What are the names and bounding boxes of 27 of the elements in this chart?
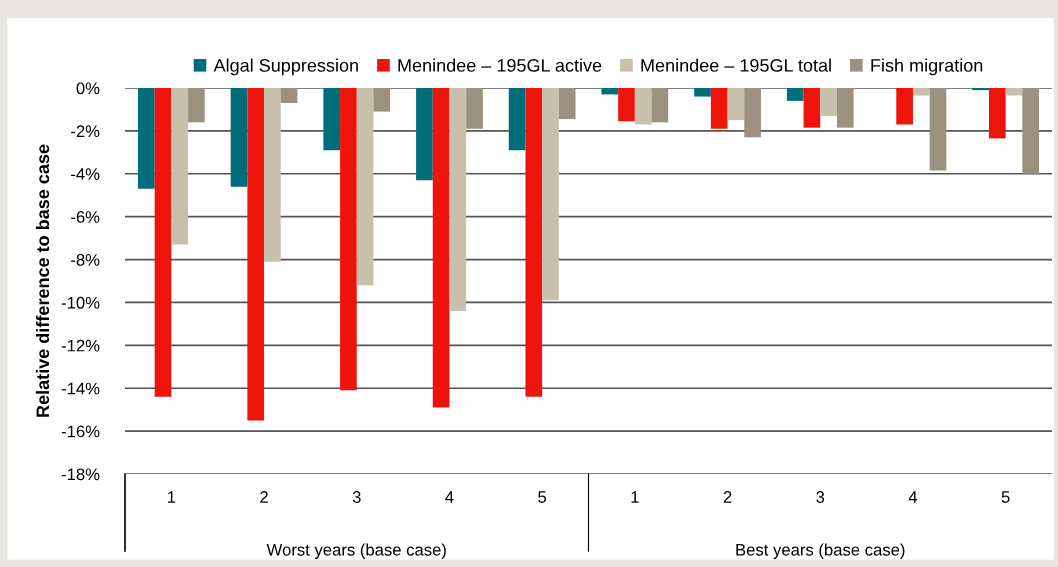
legend-label: Menindee – 195GL total [641,58,831,72]
y-tick-label: -10% [61,296,100,309]
y-tick-label: -2% [71,125,100,138]
x-tick-label: 5 [1001,491,1010,503]
legend-label: Algal Suppression [213,58,358,76]
y-tick-label: -14% [61,382,100,395]
text: Worst years (base case) [266,543,446,559]
legend-label: Menindee – 195GL active [398,58,602,72]
y-tick-label: -16% [61,425,100,438]
y-axis-title: Relative difference to base case [35,144,50,417]
x-tick-label: 2 [260,491,268,503]
y-tick-label: -8% [71,253,100,266]
x-tick-label: 4 [908,491,918,503]
x-tick-label: 5 [538,491,547,503]
y-tick-label: -4% [71,168,100,180]
x-tick-label: 1 [167,491,176,503]
legend-label: Fish migration [871,58,983,76]
x-tick-label: 2 [723,491,732,503]
x-tick-label: 3 [816,491,825,503]
x-tick-label: 1 [631,491,639,503]
y-tick-label: -12% [61,339,100,352]
y-tick-label: -6% [71,211,100,223]
y-tick-label: -18% [61,468,100,481]
x-tick-label: 3 [352,491,361,503]
y-tick-label: 0% [76,82,100,95]
text: Best years (base case) [736,543,905,559]
x-tick-label: 4 [445,491,454,503]
